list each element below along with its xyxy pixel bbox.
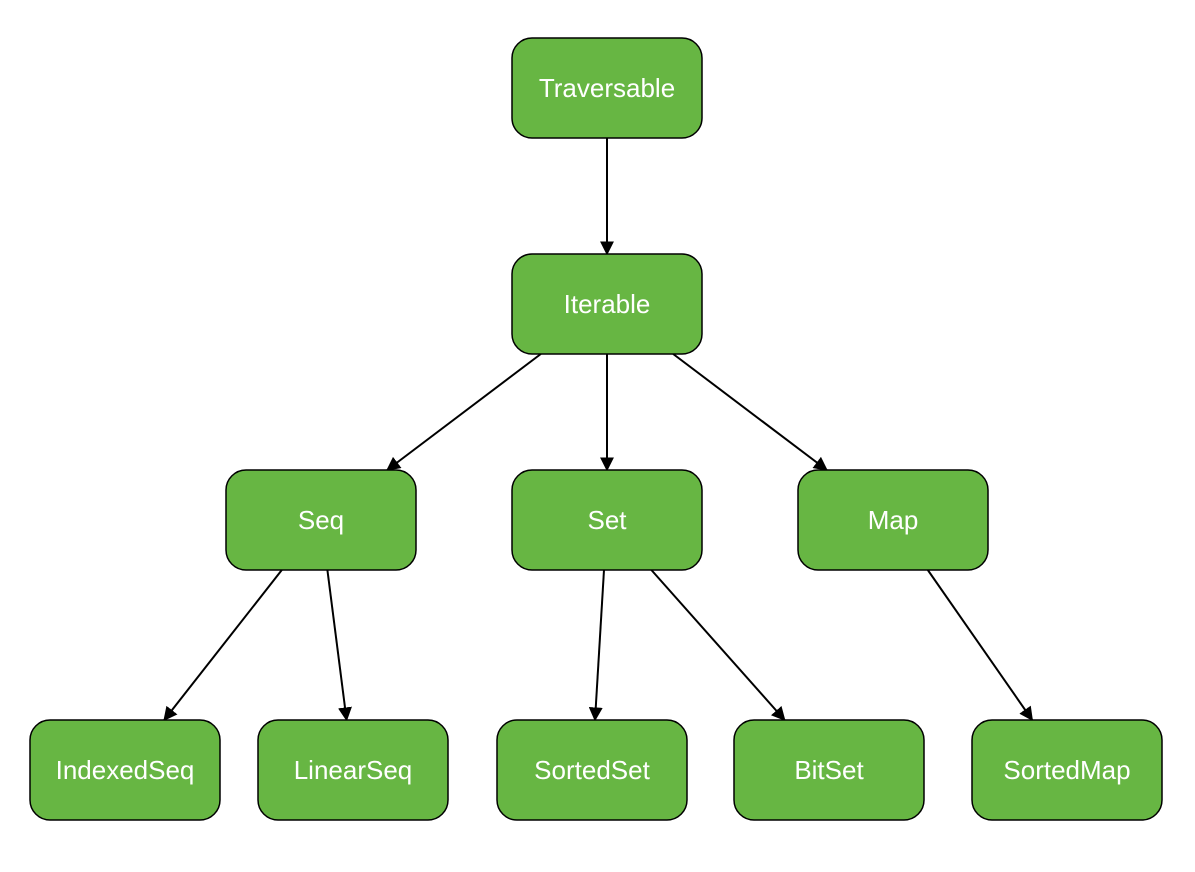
- node-set: Set: [512, 470, 702, 570]
- node-sortedset: SortedSet: [497, 720, 687, 820]
- collection-hierarchy-diagram: Traversable Iterable Seq Set Map IndexedSeq Li…: [0, 0, 1195, 872]
- node-label: LinearSeq: [294, 755, 413, 785]
- node-label: BitSet: [794, 755, 864, 785]
- node-label: Set: [587, 505, 627, 535]
- node-label: Map: [868, 505, 919, 535]
- node-indexedseq: IndexedSeq: [30, 720, 220, 820]
- node-bitset: BitSet: [734, 720, 924, 820]
- node-label: IndexedSeq: [56, 755, 195, 785]
- node-map: Map: [798, 470, 988, 570]
- node-label: SortedSet: [534, 755, 650, 785]
- node-label: Iterable: [564, 289, 651, 319]
- node-iterable: Iterable: [512, 254, 702, 354]
- node-sortedmap: SortedMap: [972, 720, 1162, 820]
- node-traversable: Traversable: [512, 38, 702, 138]
- node-label: SortedMap: [1003, 755, 1130, 785]
- node-label: Seq: [298, 505, 344, 535]
- node-linearseq: LinearSeq: [258, 720, 448, 820]
- node-seq: Seq: [226, 470, 416, 570]
- node-label: Traversable: [539, 73, 675, 103]
